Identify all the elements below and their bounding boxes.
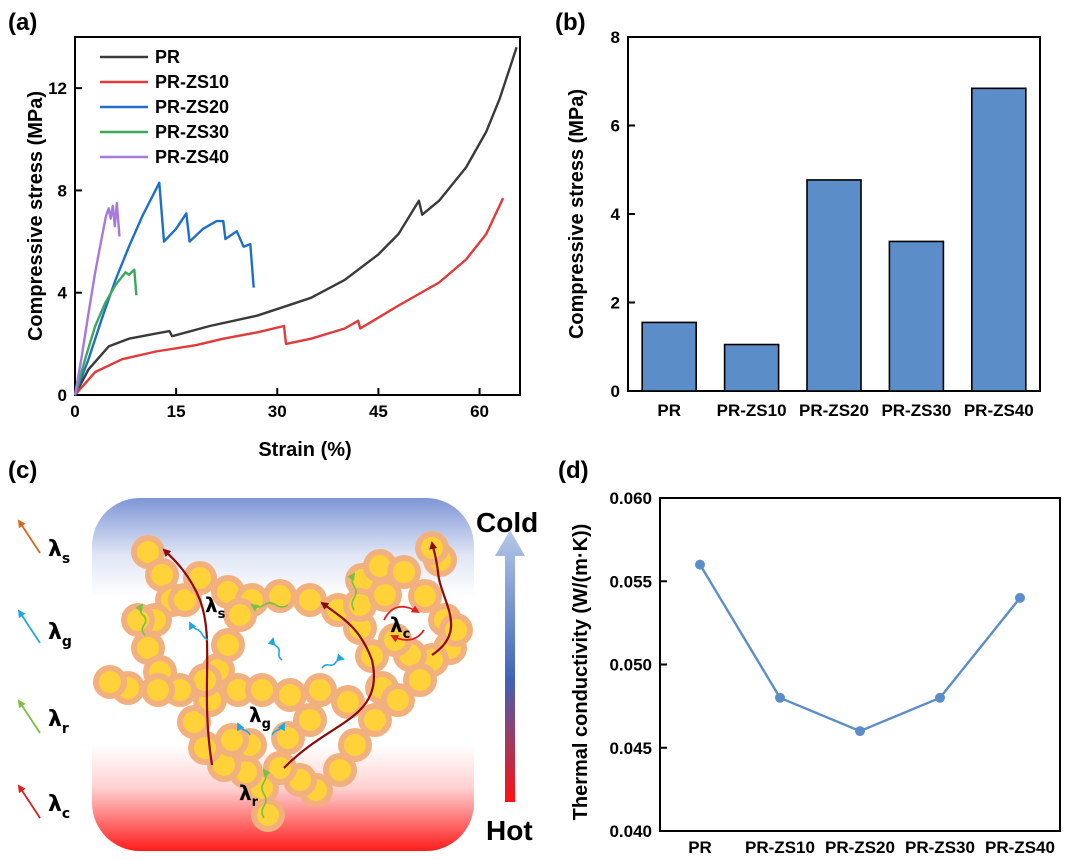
chart-b-category-label: PR-ZS30 [881,401,951,420]
chart-a-series-line-4 [75,203,120,395]
particle-core [147,679,169,701]
chart-a-stress-strain: 0 15 30 45 60 0 4 8 12 PR PR-ZS10 PR-ZS20 PR-ZS30 PR… [25,37,520,461]
chart-d-category-label: PR-ZS40 [985,838,1055,857]
particle-core [299,709,321,731]
chart-b-category-label: PR-ZS10 [717,401,787,420]
chart-b-bar-1 [725,345,779,391]
chart-b-category-label: PR [657,401,681,420]
chart-a-legend-label: PR-ZS10 [155,72,229,92]
chart-d-point-0 [695,560,705,570]
chart-b-category-label: PR-ZS40 [964,401,1034,420]
chart-b-ytick-label: 4 [611,205,621,224]
chart-a-xtick-label: 30 [268,402,287,421]
chart-b-ytick-label: 8 [611,28,620,47]
particle-core [387,689,409,711]
particle-core [329,759,351,781]
chart-d-point-1 [775,693,785,703]
chart-d-category-label: PR-ZS30 [905,838,975,857]
particle-core [364,709,386,731]
legend-arrow-solid [19,521,40,553]
particle-core [257,804,279,826]
particle-core [344,734,366,756]
chart-a-series-line-2 [75,183,254,395]
chart-a-legend-label: PR [155,47,180,67]
panel-label-b: (b) [555,9,586,36]
chart-b-ylabel: Compressive stress (MPa) [566,89,588,339]
chart-d-ytick-label: 0.045 [609,739,652,758]
chart-a-xtick-label: 0 [70,402,79,421]
chart-d-frame [660,498,1060,831]
chart-d-category-label: PR-ZS10 [745,838,815,857]
chart-d-series-line [700,565,1020,732]
chart-d-thermal: 0.040 0.045 0.050 0.055 0.060 PR PR-ZS10 PR-ZS… [570,489,1060,857]
chart-a-ylabel: Compressive stress (MPa) [25,91,47,341]
chart-d-category-label: PR-ZS20 [825,838,895,857]
chart-a-series-line-1 [75,198,503,395]
chart-a-legend-label: PR-ZS40 [155,147,229,167]
chart-d-ytick-label: 0.055 [609,572,652,591]
particle-core [229,604,251,626]
chart-b-bar-0 [642,322,696,391]
chart-a-xtick-label: 15 [167,402,186,421]
panel-label-c: (c) [8,457,37,484]
chart-a-ytick-label: 12 [48,79,67,98]
chart-d-ytick-label: 0.040 [609,822,652,841]
chart-a-ytick-label: 0 [58,386,67,405]
legend-arrow-convection [19,786,40,818]
chart-d-point-4 [1015,593,1025,603]
particle-core [409,669,431,691]
legend-lambda-r: λr [48,707,69,737]
particle-core [279,684,301,706]
legend-lambda-g: λg [48,620,72,650]
particle-core [309,679,331,701]
particle-core [217,634,239,656]
chart-d-ylabel: Thermal conductivity (W/(m·K)) [570,524,592,821]
panel-label-a: (a) [8,9,37,36]
chart-b-ytick-label: 2 [611,294,620,313]
particle-core [194,669,216,691]
diagram-c-legend: λs λg λr λc [19,521,72,822]
particle-core [337,691,359,713]
particle-core [299,589,321,611]
chart-b-bar-2 [807,180,861,391]
diagram-c-heat-transfer: λs λc λg λr λs λg λr λc Cold Hot [19,498,538,851]
chart-b-ytick-label: 6 [611,117,620,136]
panel-label-d: (d) [558,457,589,484]
chart-b-category-label: PR-ZS20 [799,401,869,420]
chart-d-ytick-label: 0.050 [609,656,652,675]
temperature-gradient-arrow [495,530,525,802]
chart-a-ytick-label: 8 [58,181,67,200]
chart-a-xlabel: Strain (%) [258,439,351,461]
particle-core [277,727,299,749]
legend-lambda-s: λs [48,537,70,567]
chart-d-point-3 [935,693,945,703]
particle-core [421,537,443,559]
chart-a-legend-label: PR-ZS20 [155,97,229,117]
chart-d-point-2 [855,726,865,736]
chart-a-ytick-label: 4 [58,284,68,303]
legend-arrow-gas [19,611,40,643]
particle-core [374,584,396,606]
particle-core [99,671,121,693]
cold-label: Cold [476,507,538,538]
chart-d-category-label: PR [688,838,712,857]
chart-d-ytick-label: 0.060 [609,489,652,508]
particle-core [151,564,173,586]
chart-b-bar-3 [889,241,943,391]
particle-core [251,679,273,701]
hot-label: Hot [486,815,533,846]
chart-b-ytick-label: 0 [611,382,620,401]
legend-lambda-c: λc [48,792,70,822]
chart-a-xtick-label: 45 [369,402,388,421]
particle-core [393,561,415,583]
chart-a-xtick-label: 60 [470,402,489,421]
chart-a-legend-label: PR-ZS30 [155,122,229,142]
particle-core [221,729,243,751]
particle-core [414,585,436,607]
chart-b-bar: 0 2 4 6 8 PR PR-ZS10 PR-ZS20 PR-ZS30 PR-ZS40 Com… [566,28,1040,420]
legend-arrow-radiation [19,701,40,733]
chart-b-bar-4 [972,88,1026,391]
particle-core [194,737,216,759]
